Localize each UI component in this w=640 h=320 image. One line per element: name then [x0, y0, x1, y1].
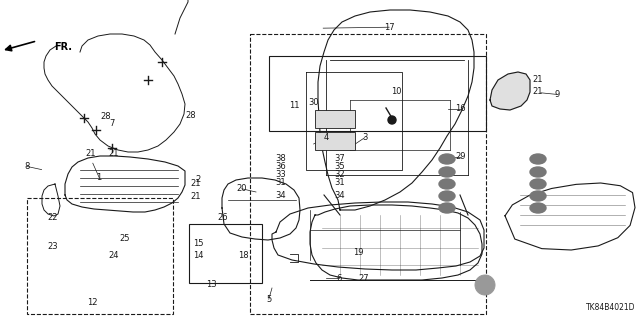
- Text: 21: 21: [109, 149, 119, 158]
- Text: 2: 2: [196, 175, 201, 184]
- Polygon shape: [490, 72, 530, 110]
- Text: 31: 31: [334, 178, 344, 187]
- Text: FR.: FR.: [54, 42, 72, 52]
- Text: 23: 23: [47, 242, 58, 251]
- Bar: [269, 56, 486, 131]
- Bar: [315, 110, 355, 128]
- Text: 21: 21: [190, 180, 200, 188]
- Ellipse shape: [530, 179, 546, 189]
- Text: 31: 31: [275, 178, 285, 187]
- Text: 29: 29: [456, 152, 466, 161]
- Text: 13: 13: [206, 280, 216, 289]
- Text: 20: 20: [237, 184, 247, 193]
- Text: 34: 34: [275, 191, 285, 200]
- Text: 25: 25: [120, 234, 130, 243]
- Text: 21: 21: [532, 87, 543, 96]
- Text: 19: 19: [353, 248, 364, 257]
- Ellipse shape: [439, 167, 455, 177]
- Text: 28: 28: [100, 112, 111, 121]
- Text: 11: 11: [289, 101, 300, 110]
- Ellipse shape: [439, 191, 455, 201]
- Text: 38: 38: [275, 154, 285, 163]
- Ellipse shape: [439, 179, 455, 189]
- Bar: [250, 34, 486, 314]
- Text: 6: 6: [337, 274, 342, 283]
- Ellipse shape: [530, 154, 546, 164]
- Bar: [27, 198, 173, 314]
- Bar: [315, 132, 355, 150]
- Text: 27: 27: [358, 274, 369, 283]
- Text: 21: 21: [532, 76, 543, 84]
- Text: 8: 8: [24, 162, 29, 171]
- Text: 35: 35: [334, 162, 344, 171]
- Text: 32: 32: [334, 170, 344, 179]
- Text: 10: 10: [392, 87, 402, 96]
- Text: 12: 12: [88, 298, 98, 307]
- Text: 18: 18: [238, 252, 248, 260]
- Text: 28: 28: [186, 111, 196, 120]
- Bar: [189, 224, 262, 283]
- Text: 24: 24: [109, 252, 119, 260]
- Text: TK84B4021D: TK84B4021D: [586, 303, 635, 312]
- Text: 9: 9: [554, 90, 559, 99]
- Text: 5: 5: [266, 295, 271, 304]
- Ellipse shape: [530, 203, 546, 213]
- Text: 30: 30: [308, 98, 319, 107]
- Text: 21: 21: [190, 192, 200, 201]
- Ellipse shape: [439, 154, 455, 164]
- Text: 1: 1: [97, 173, 102, 182]
- Text: 33: 33: [275, 170, 285, 179]
- Text: 14: 14: [193, 252, 204, 260]
- Text: 3: 3: [362, 133, 367, 142]
- Text: 21: 21: [86, 149, 96, 158]
- Ellipse shape: [530, 167, 546, 177]
- Text: 17: 17: [384, 23, 394, 32]
- Text: 34: 34: [334, 191, 344, 200]
- Text: 37: 37: [334, 154, 344, 163]
- Circle shape: [388, 116, 396, 124]
- Text: 4: 4: [324, 133, 329, 142]
- Text: 36: 36: [275, 162, 285, 171]
- Ellipse shape: [530, 191, 546, 201]
- Circle shape: [475, 275, 495, 295]
- Text: 16: 16: [456, 104, 466, 113]
- Text: 26: 26: [218, 213, 228, 222]
- Text: 7: 7: [109, 119, 115, 128]
- Text: 15: 15: [193, 239, 204, 248]
- Ellipse shape: [439, 203, 455, 213]
- Text: 22: 22: [47, 213, 58, 222]
